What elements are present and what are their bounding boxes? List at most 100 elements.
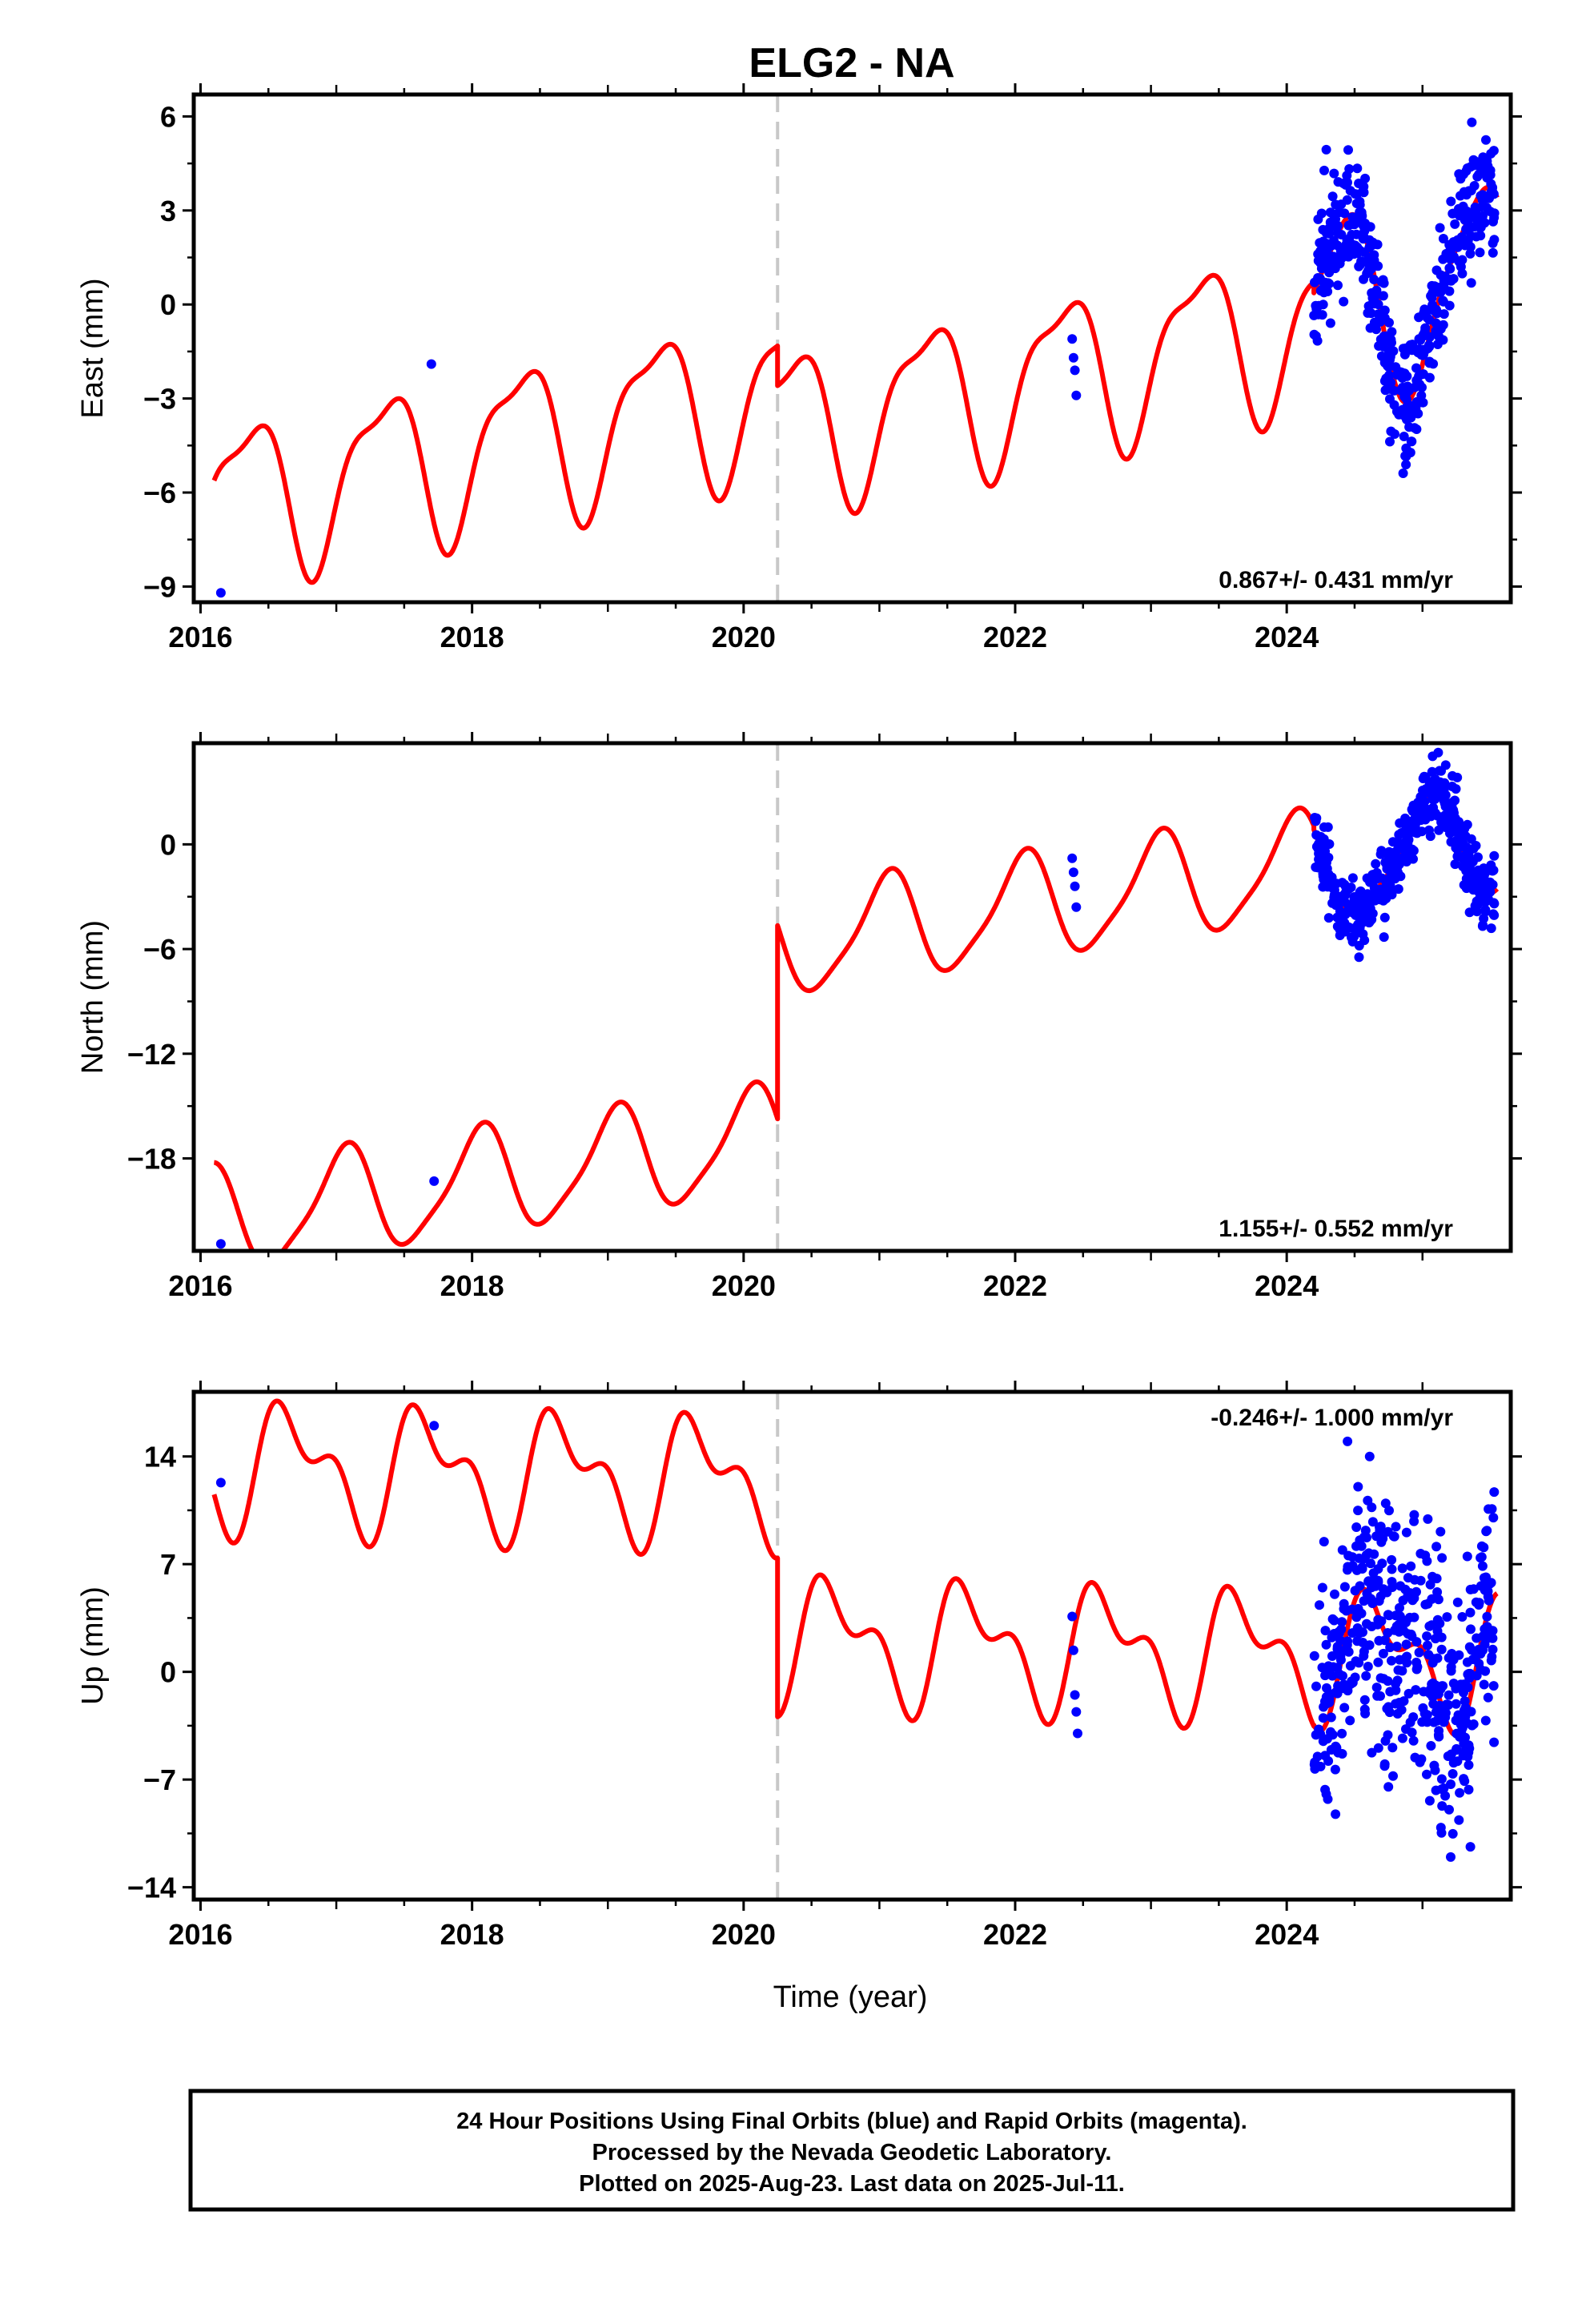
data-point-north-dense-405: [1447, 782, 1457, 791]
data-point-east-dense-60: [1319, 165, 1329, 175]
data-point-up-dense-318: [1384, 1610, 1395, 1621]
data-point-east-dense-388: [1460, 213, 1471, 223]
data-point-east-dense-387: [1384, 317, 1394, 328]
data-point-east-dense-369: [1424, 358, 1435, 368]
data-point-up-dense-124: [1460, 1776, 1470, 1787]
data-point-up-dense-412: [1435, 1526, 1446, 1537]
ylabel-east: East (mm): [76, 278, 110, 418]
data-point-east-dense-397: [1426, 291, 1436, 301]
data-point-up-dense-439: [1402, 1651, 1412, 1662]
data-point-up-dense-243: [1342, 1640, 1352, 1650]
data-point-east-dense-305: [1327, 191, 1338, 202]
y-tick-label-east: −9: [143, 570, 176, 603]
data-point-up-dense-295: [1487, 1651, 1497, 1662]
data-point-north-dense-445: [1391, 870, 1402, 881]
data-point-east-dense-418: [1397, 404, 1407, 415]
data-point-up-dense-108: [1326, 1712, 1336, 1723]
data-point-east-dense-435: [1461, 166, 1472, 176]
data-point-up-dense-310: [1334, 1669, 1344, 1679]
data-point-east-dense-311: [1448, 274, 1459, 284]
data-point-north-dense-415: [1377, 873, 1387, 883]
data-point-up-dense-326: [1431, 1542, 1442, 1552]
data-point-north-dense-430: [1470, 901, 1480, 911]
data-point-east-dense-374: [1404, 422, 1415, 432]
data-point-up-dense-475: [1391, 1699, 1401, 1709]
data-point-up-dense-380: [1367, 1502, 1377, 1513]
data-point-east-dense-366: [1427, 300, 1438, 310]
data-point-east-dense-455: [1373, 261, 1383, 271]
data-point-up-dense-288: [1358, 1627, 1367, 1638]
y-tick-label-up: 7: [160, 1548, 176, 1581]
rate-up: -0.246+/- 1.000 mm/yr: [1211, 1405, 1453, 1431]
y-tick-label-north: −12: [127, 1038, 176, 1071]
data-point-up-dense-471: [1373, 1564, 1383, 1574]
data-point-east-dense-300: [1316, 208, 1327, 219]
ylabel-up: Up (mm): [76, 1586, 110, 1705]
data-point-up-dense-390: [1459, 1687, 1468, 1698]
data-point-up-dense-149: [1327, 1632, 1337, 1642]
data-point-up-dense-362: [1382, 1587, 1392, 1598]
data-point-up-dense-138: [1352, 1605, 1363, 1615]
data-point-east-dense-343: [1438, 335, 1448, 345]
data-point-up-dense-212: [1464, 1669, 1474, 1679]
data-point-up-6: [1073, 1728, 1082, 1739]
points-north: [215, 747, 1500, 1249]
data-point-east-dense-458: [1331, 259, 1342, 270]
data-point-north-dense-170: [1393, 884, 1403, 895]
data-point-north-dense-472: [1413, 798, 1423, 807]
data-point-east-5: [1071, 390, 1082, 400]
data-point-up-dense-308: [1315, 1600, 1324, 1610]
data-point-up-dense-56: [1446, 1662, 1456, 1672]
data-point-up-dense-382: [1482, 1622, 1492, 1632]
data-point-up-dense-462: [1396, 1705, 1407, 1715]
data-point-north-dense-469: [1365, 877, 1375, 887]
data-point-north-dense-334: [1381, 894, 1391, 903]
data-point-east-1: [426, 359, 436, 369]
data-point-north-dense-460: [1452, 772, 1463, 782]
data-point-up-dense-313: [1482, 1611, 1492, 1622]
data-point-up-dense-354: [1380, 1735, 1391, 1746]
x-tick-label-up: 2016: [168, 1918, 232, 1951]
data-point-up-dense-356: [1357, 1564, 1367, 1574]
y-tick-label-north: −6: [143, 933, 176, 966]
data-point-north-dense-435: [1468, 870, 1478, 880]
data-point-up-dense-202: [1320, 1671, 1331, 1681]
data-point-east-dense-371: [1365, 222, 1375, 232]
data-point-up-dense-394: [1359, 1695, 1370, 1705]
data-point-up-dense-42: [1397, 1563, 1407, 1574]
data-point-east-dense-149: [1391, 362, 1401, 372]
data-point-east-dense-433: [1489, 212, 1500, 223]
data-point-east-dense-466: [1329, 235, 1339, 246]
rate-east: 0.867+/- 0.431 mm/yr: [1219, 567, 1453, 593]
data-point-up-dense-388: [1455, 1787, 1465, 1798]
data-point-east-dense-402: [1340, 244, 1351, 255]
data-point-up-dense-450: [1435, 1823, 1446, 1833]
data-point-east-dense-447: [1424, 342, 1435, 352]
data-point-up-dense-228: [1335, 1645, 1346, 1655]
data-point-north-dense-348: [1415, 815, 1426, 826]
data-point-east-dense-267: [1325, 318, 1335, 328]
data-point-east-dense-57: [1488, 247, 1498, 258]
points-up: [215, 1421, 1500, 1862]
data-point-up-dense-454: [1359, 1647, 1369, 1657]
model-line-east: [211, 184, 1500, 585]
footer-box: 24 Hour Positions Using Final Orbits (bl…: [188, 2089, 1516, 2212]
plot-frame-north: [191, 741, 1513, 1253]
data-point-east-dense-464: [1365, 323, 1375, 333]
data-point-north-dense-467: [1398, 855, 1408, 866]
x-tick-label-east: 2024: [1255, 621, 1319, 653]
data-point-up-dense-262: [1351, 1522, 1362, 1532]
data-point-east-dense-471: [1351, 199, 1362, 208]
data-point-north-3: [1068, 867, 1078, 878]
data-point-north-dense-450: [1464, 907, 1475, 918]
data-point-east-dense-475: [1379, 331, 1389, 341]
data-point-up-dense-240: [1387, 1743, 1398, 1753]
data-point-north-dense-333: [1371, 858, 1381, 869]
data-point-east-dense-443: [1325, 251, 1335, 261]
footer-line-1: 24 Hour Positions Using Final Orbits (bl…: [456, 2109, 1247, 2134]
data-point-east-dense-431: [1438, 254, 1448, 264]
data-point-up-dense-279: [1391, 1685, 1401, 1695]
data-point-up-dense-274: [1448, 1758, 1459, 1768]
